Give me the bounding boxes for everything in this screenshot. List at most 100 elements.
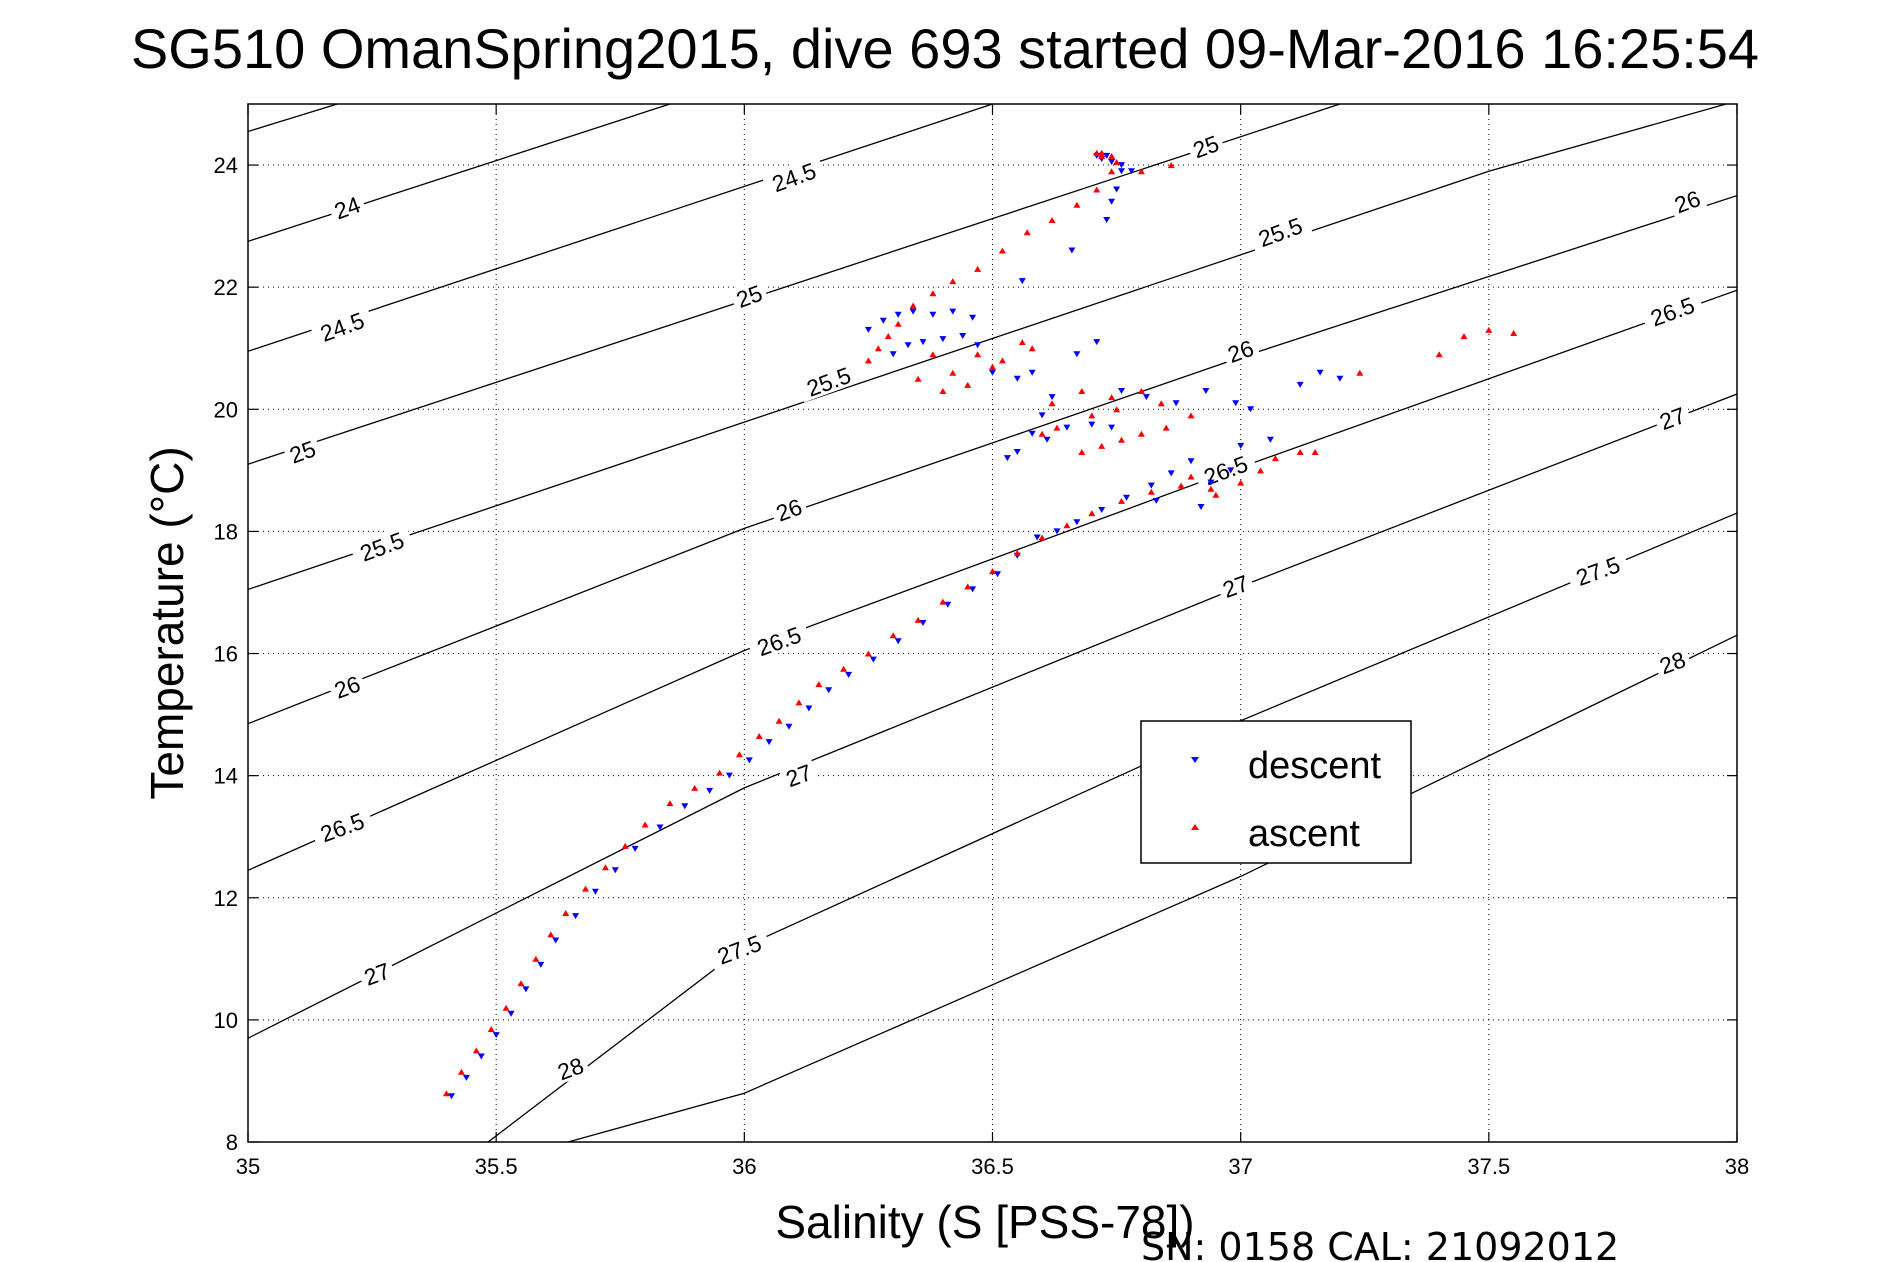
descent-point: [1088, 421, 1096, 428]
descent-point: [656, 824, 664, 831]
contour-label-bg: [796, 359, 861, 403]
ascent-point: [1207, 485, 1215, 492]
ascent-point: [1157, 400, 1165, 407]
descent-point: [1028, 369, 1036, 376]
y-tick-label: 20: [214, 397, 238, 422]
descent-point: [1128, 168, 1135, 175]
grid: [248, 104, 1737, 1142]
descent-point: [1247, 406, 1255, 413]
ascent-point: [914, 616, 922, 623]
descent-point: [949, 308, 957, 315]
ascent-point: [1098, 149, 1106, 156]
ascent-point: [472, 1047, 480, 1054]
descent-point: [1068, 247, 1076, 254]
x-axis-label: Salinity (S [PSS-78]): [775, 1196, 1194, 1248]
ascent-point: [989, 363, 996, 370]
descent-point: [725, 772, 733, 779]
legend-ascent-label: ascent: [1248, 813, 1360, 855]
ascent-point: [1177, 482, 1185, 489]
contour-label-bg: [1185, 128, 1226, 163]
ascent-point: [755, 733, 763, 739]
descent-point: [1152, 497, 1160, 504]
contour-label-bg: [1215, 568, 1256, 603]
contour-label-bg: [1565, 548, 1630, 592]
descent-point: [994, 571, 1001, 578]
contour-line-26-5: [248, 289, 1737, 871]
contour-line-24: [248, 104, 340, 133]
ascent-point: [949, 369, 957, 376]
descent-point: [785, 723, 793, 730]
ascent-point: [1435, 351, 1443, 358]
descent-point: [974, 342, 982, 349]
ascent-point: [1108, 168, 1116, 175]
descent-point: [864, 326, 872, 333]
descent-point: [1073, 519, 1081, 526]
descent-point: [1103, 217, 1111, 223]
ascent-point: [894, 320, 902, 327]
x-tick-label: 37.5: [1467, 1154, 1510, 1179]
ascent-point: [621, 842, 629, 849]
descent-point: [462, 1074, 470, 1081]
descent-point: [1202, 388, 1210, 394]
ascent-point: [1356, 369, 1364, 376]
ascent-point: [929, 290, 937, 297]
ascent-point: [457, 1068, 465, 1075]
descent-point: [969, 314, 977, 321]
descent-point: [805, 705, 813, 712]
ascent-point: [1098, 442, 1106, 449]
contour-label-bg: [326, 189, 368, 224]
descent-point: [1113, 186, 1121, 193]
ascent-point: [691, 784, 699, 791]
descent-point: [1167, 470, 1175, 477]
contour-label-bg: [778, 757, 819, 792]
descent-point: [1237, 442, 1245, 449]
descent-point: [1048, 394, 1056, 401]
ascent-point: [1053, 424, 1061, 431]
descent-point: [591, 888, 599, 895]
x-tick-label: 37: [1228, 1154, 1252, 1179]
contour-line-26: [248, 194, 1737, 725]
ascent-point: [1108, 152, 1116, 159]
ascent-point: [939, 598, 947, 605]
ascent-point: [964, 583, 972, 590]
descent-point: [1187, 458, 1195, 465]
series-descent: [448, 152, 1344, 1100]
descent-point: [1266, 436, 1274, 443]
ascent-point: [487, 1026, 495, 1032]
descent-point: [1028, 430, 1036, 437]
descent-point: [1197, 504, 1205, 510]
descent-point: [889, 351, 897, 358]
descent-point: [879, 317, 887, 324]
contour-label-bg: [282, 433, 323, 469]
descent-point: [507, 1010, 515, 1017]
descent-point: [745, 757, 753, 764]
ascent-point: [1137, 388, 1145, 394]
descent-point: [825, 687, 833, 694]
ascent-point: [1510, 330, 1518, 336]
ascent-point: [1485, 326, 1493, 333]
descent-point: [537, 961, 545, 968]
ascent-point: [989, 568, 996, 575]
contour-label-bg: [1247, 209, 1313, 253]
descent-point: [1108, 198, 1116, 205]
ascent-point: [840, 665, 848, 672]
descent-point: [919, 339, 927, 346]
descent-point: [1018, 278, 1026, 285]
ascent-point: [1038, 534, 1046, 541]
descent-point: [1013, 449, 1021, 455]
descent-point: [1316, 369, 1324, 376]
ascent-point: [1113, 159, 1121, 165]
ascent-point: [949, 278, 957, 285]
ascent-point: [775, 717, 783, 724]
ascent-point: [1093, 186, 1101, 193]
contour-label-bg: [706, 927, 772, 971]
descent-point: [1103, 152, 1111, 159]
descent-point: [929, 311, 937, 318]
ascent-point: [964, 381, 972, 388]
contour-line-25: [248, 104, 1341, 465]
descent-point: [765, 739, 773, 746]
ascent-point: [1118, 436, 1125, 443]
descent-point: [1108, 159, 1116, 165]
ascent-point: [1257, 467, 1264, 474]
